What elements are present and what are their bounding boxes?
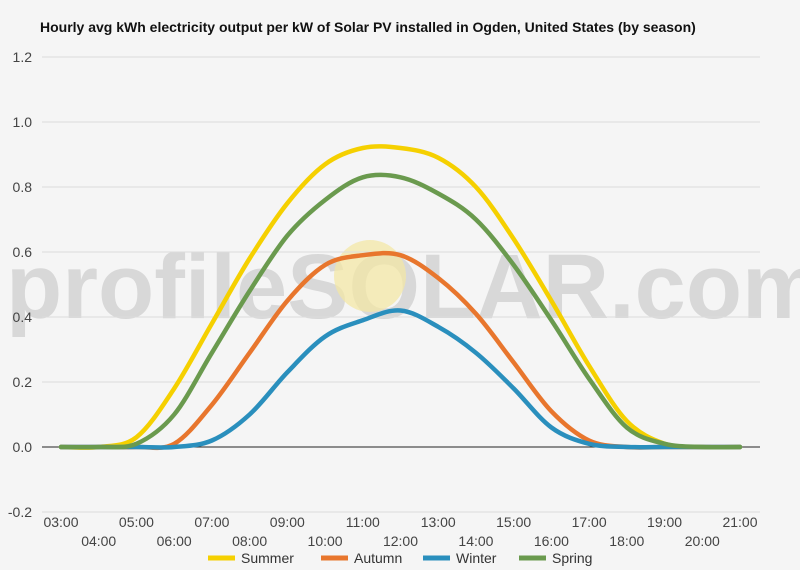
watermark-sun-icon [334,240,406,312]
x-tick-label: 07:00 [194,514,229,530]
x-tick-label: 20:00 [685,533,720,549]
chart-title: Hourly avg kWh electricity output per kW… [40,19,696,35]
x-tick-label: 12:00 [383,533,418,549]
x-tick-label: 06:00 [157,533,192,549]
legend-label: Winter [456,550,497,566]
legend-label: Summer [241,550,294,566]
x-tick-label: 11:00 [346,514,380,530]
x-tick-label: 03:00 [43,514,78,530]
y-tick-label: 1.0 [13,114,33,130]
x-tick-label: 15:00 [496,514,531,530]
y-tick-label: 1.2 [13,49,33,65]
x-tick-label: 16:00 [534,533,569,549]
x-tick-label: 19:00 [647,514,682,530]
series-line-summer [58,144,743,450]
y-tick-label: 0.0 [13,439,33,455]
x-tick-label: 05:00 [119,514,154,530]
x-tick-label: 09:00 [270,514,305,530]
y-tick-label: 0.6 [13,244,33,260]
y-tick-label: -0.2 [8,504,32,520]
x-tick-label: 10:00 [308,533,343,549]
legend-label: Autumn [354,550,402,566]
legend-label: Spring [552,550,592,566]
series-line-spring [58,172,743,450]
y-tick-label: 0.4 [13,309,33,325]
x-tick-label: 14:00 [458,533,493,549]
y-tick-label: 0.2 [13,374,33,390]
x-tick-label: 04:00 [81,533,116,549]
x-tick-label: 18:00 [609,533,644,549]
y-tick-label: 0.8 [13,179,33,195]
x-tick-label: 17:00 [572,514,607,530]
x-tick-label: 08:00 [232,533,267,549]
x-tick-label: 13:00 [421,514,456,530]
series-line-winter [58,308,743,450]
x-tick-label: 21:00 [722,514,757,530]
